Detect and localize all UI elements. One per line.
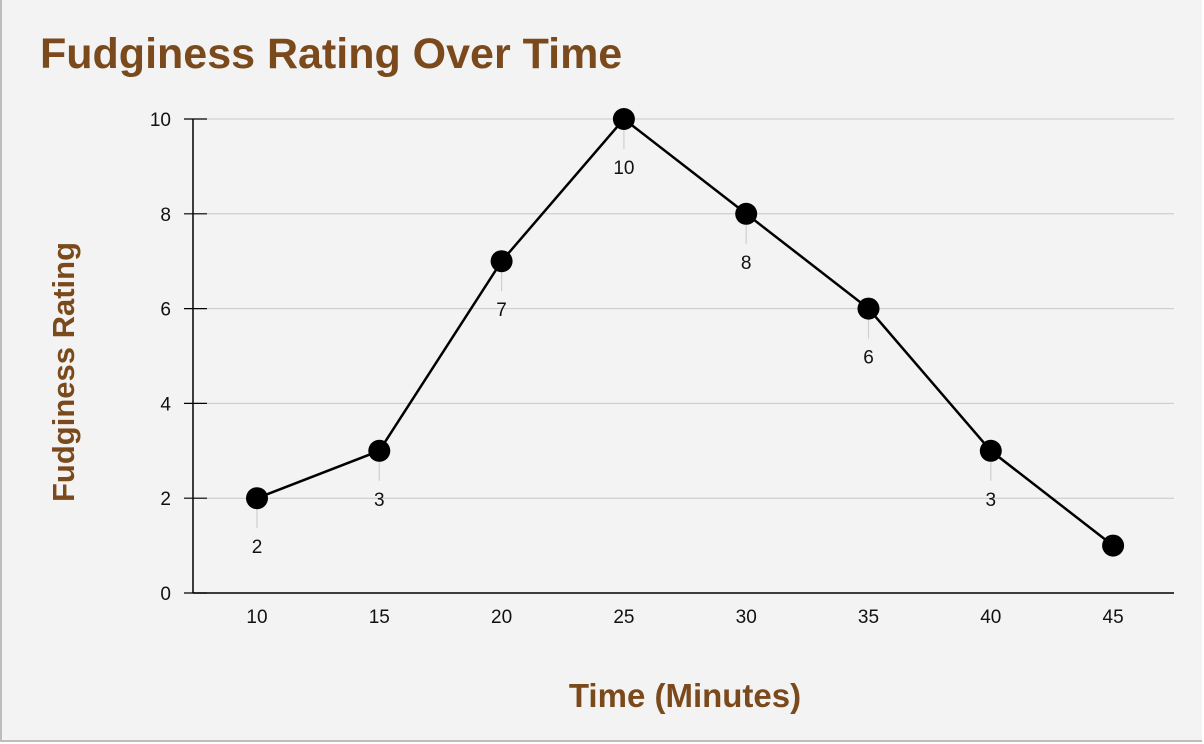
- x-tick-label: 40: [980, 607, 1001, 628]
- data-label: 3: [374, 490, 385, 511]
- data-labels: 2 3 7 10 8 6 3: [252, 158, 996, 558]
- data-label: 2: [252, 537, 263, 558]
- label-leaders: [256, 129, 992, 529]
- x-tick-label: 45: [1103, 607, 1124, 628]
- data-point: [612, 108, 635, 130]
- x-tick-label: 10: [246, 607, 267, 628]
- data-points: [246, 108, 1125, 557]
- data-point: [979, 439, 1002, 462]
- x-tick-label: 35: [858, 607, 879, 628]
- data-point: [735, 202, 758, 225]
- data-point: [1102, 534, 1125, 557]
- axes: [192, 119, 1174, 594]
- y-ticks: 0 2 4 6 8 10: [150, 110, 207, 605]
- y-tick-label: 2: [160, 489, 171, 510]
- x-tick-label: 20: [491, 607, 512, 628]
- y-tick-label: 10: [150, 110, 171, 131]
- y-tick-label: 8: [160, 205, 171, 226]
- data-point: [368, 439, 391, 462]
- data-point: [490, 250, 513, 273]
- x-tick-label: 25: [613, 607, 634, 628]
- x-tick-label: 30: [736, 607, 757, 628]
- data-label: 10: [613, 158, 634, 179]
- x-tick-label: 15: [369, 607, 390, 628]
- data-label: 8: [741, 253, 752, 274]
- y-tick-label: 6: [160, 300, 171, 321]
- data-point: [246, 487, 268, 510]
- data-point: [857, 297, 880, 320]
- y-axis-title: Fudginess Rating: [46, 242, 81, 502]
- x-axis-title: Time (Minutes): [569, 677, 801, 714]
- y-tick-label: 4: [160, 394, 171, 415]
- gridlines: [193, 118, 1174, 499]
- data-label: 3: [986, 490, 997, 511]
- data-label: 6: [863, 348, 874, 369]
- x-ticks: 10 15 20 25 30 35 40 45: [246, 607, 1123, 628]
- chart-title: Fudginess Rating Over Time: [40, 30, 623, 78]
- data-label: 7: [496, 300, 507, 321]
- series-line: [256, 117, 1114, 547]
- y-tick-label: 0: [160, 584, 171, 605]
